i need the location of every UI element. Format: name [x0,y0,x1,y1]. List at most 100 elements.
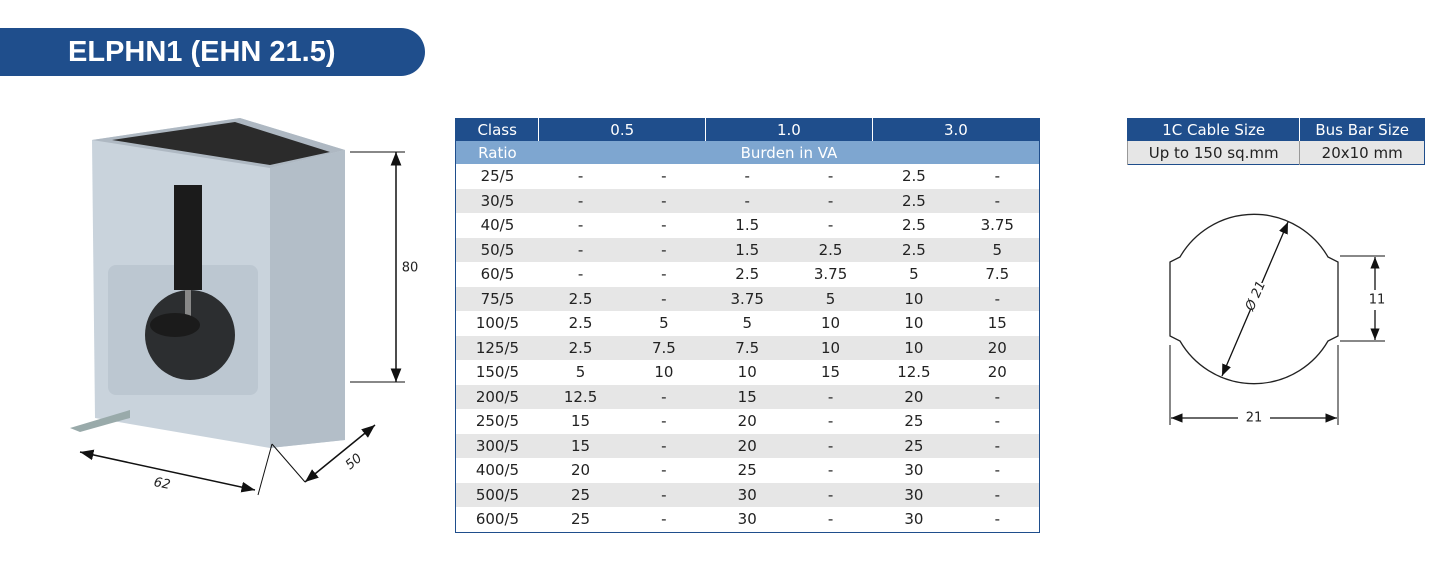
data-row: 75/5 2.5-3.75 5 10- [455,286,1040,311]
burden-cell: - [661,216,667,235]
header-row: 1C Cable Size Bus Bar Size [1127,118,1425,141]
burden-cell: - [661,412,667,431]
header-cell: 0.5 [538,118,706,141]
data-row: 300/5 15-20-25- [455,433,1040,458]
dim-width: 62 [152,475,171,493]
header-cell: 1.0 [705,118,873,141]
data-row: 60/5 - - 2.5 3.75 5 7.5 [456,262,1040,287]
ratio-cell: 40/5 [480,216,515,235]
burden-cell: 2.5 [568,314,593,333]
data-row: 30/5- - - -2.5- [455,188,1040,213]
burden-cell: - [955,482,1040,507]
header-cell: Bus Bar Size [1299,118,1425,141]
burden-cell: - [622,482,706,507]
burden-cell: - [955,188,1040,213]
burden-cell: 12.5 [538,384,623,409]
burden-cell: 15 [821,363,841,382]
burden-cell: 5 [909,265,919,284]
data-row: Up to 150 sq.mm 20x10 mm [1126,141,1425,165]
subheader-row: Ratio Burden in VA [455,141,1040,164]
burden-cell: 2.5 [538,335,623,360]
ratio-cell: 150/5 [475,363,520,382]
burden-cell: - [622,286,706,311]
burden-cell: 30 [737,510,757,529]
burden-cell: 1.5 [705,237,789,262]
burden-cell: - [577,265,584,284]
ratio-cell: 50/5 [455,237,539,262]
ratio-cell: 250/5 [475,412,520,431]
burden-cell: 7.5 [985,265,1010,284]
ratio-cell: 200/5 [455,384,539,409]
subheader-cell: Ratio [455,141,539,164]
burden-cell: 2.5 [901,167,926,186]
burden-cell: - [827,461,834,480]
burden-cell: 12.5 [897,363,931,382]
data-row: 150/5 5 10 10 15 12.5 20 [456,360,1040,385]
burden-cell: 5 [955,237,1040,262]
burden-cell: - [955,433,1040,458]
burden-cell: 25 [872,433,956,458]
burden-cell: 2.5 [901,216,926,235]
burden-cell: 15 [987,314,1007,333]
width-label: 21 [1246,411,1263,426]
product-image: 80 62 50 [70,118,418,496]
data-row: 40/5 - - 1.5 - 2.5 3.75 [456,213,1040,238]
header-cell: 1C Cable Size [1127,118,1300,141]
ratio-cell: 600/5 [475,510,520,529]
burden-cell: 25 [571,510,591,529]
burden-cell: - [622,384,706,409]
data-row: 400/5 20 - 25 - 30 - [456,458,1040,483]
burden-cell: 20 [571,461,591,480]
height-label: 11 [1369,293,1386,308]
burden-cell: 5 [788,286,873,311]
cell: 20x10 mm [1299,141,1425,165]
burden-cell: 20 [987,363,1007,382]
burden-cell: 30 [872,482,956,507]
burden-cell: - [538,188,623,213]
title-banner: ELPHN1 (EHN 21.5) [0,28,425,76]
subheader-cell: Burden in VA [538,141,1040,164]
header-cell: Class [455,118,539,141]
burden-cell: 30 [705,482,789,507]
data-row: 200/5 12.5-15-20- [455,384,1040,409]
burden-cell: 25 [904,412,924,431]
burden-cell: - [788,384,873,409]
burden-cell: 2.5 [735,265,760,284]
burden-cell: 5 [742,314,752,333]
ratio-cell: 60/5 [480,265,515,284]
burden-cell: - [661,510,667,529]
burden-cell: 7.5 [705,335,789,360]
burden-cell: 30 [904,461,924,480]
data-row: 600/5 25 - 30 - 30 - [456,507,1040,532]
burden-cell: 15 [538,433,623,458]
header-cell: 3.0 [871,118,1040,141]
burden-cell: 10 [788,335,873,360]
ratio-cell: 125/5 [455,335,539,360]
burden-cell: - [788,482,873,507]
burden-cell: 5 [575,363,586,382]
burden-cell: - [994,510,1000,529]
ratio-cell: 100/5 [475,314,520,333]
data-row: 125/5 2.5 7.5 7.5 10 10 20 [455,335,1040,360]
size-table: 1C Cable Size Bus Bar Size Up to 150 sq.mm… [1126,118,1425,165]
data-row: 500/5 25-30-30- [455,482,1040,507]
burden-cell: 10 [904,314,924,333]
ratio-cell: 30/5 [455,188,539,213]
burden-cell: - [661,461,667,480]
burden-cell: 10 [872,335,956,360]
burden-cell: - [661,167,667,186]
burden-cell: 2.5 [538,286,623,311]
busbar-diagram: Ø 21 11 21 [1169,213,1386,428]
burden-cell: - [622,237,706,262]
burden-cell: 5 [659,314,669,333]
burden-cell: - [577,167,584,186]
burden-cell: 20 [872,384,956,409]
burden-cell: 10 [654,363,674,382]
burden-cell: 20 [955,335,1040,360]
ratio-cell: 75/5 [455,286,539,311]
burden-cell: - [661,265,667,284]
burden-cell: 25 [538,482,623,507]
data-row: 25/5 - - - - 2.5 - [456,164,1040,189]
burden-cell: - [827,167,834,186]
burden-cell: - [622,188,706,213]
